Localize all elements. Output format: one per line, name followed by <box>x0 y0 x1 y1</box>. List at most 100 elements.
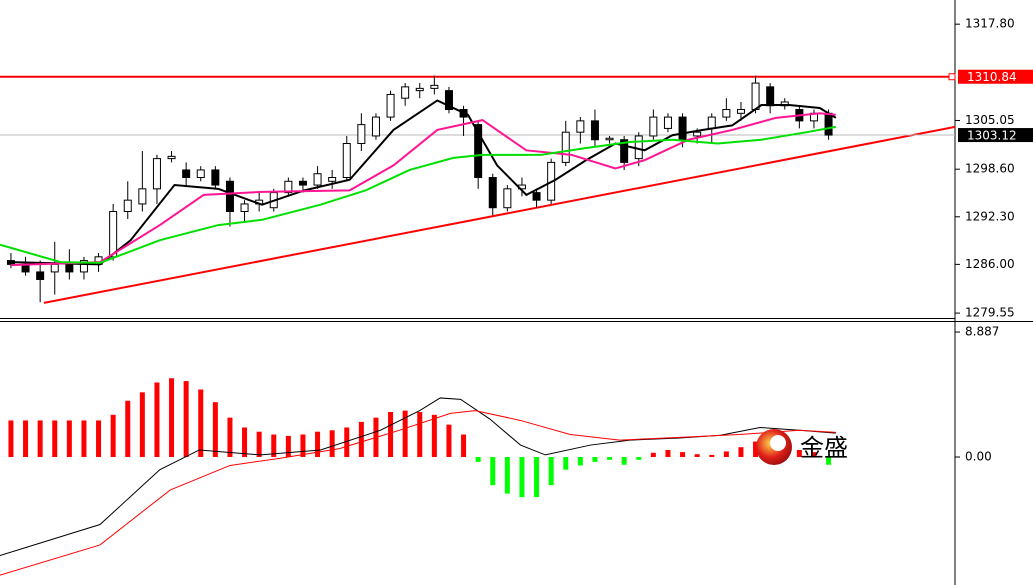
candle-body <box>386 93 395 118</box>
candle-body <box>503 188 512 209</box>
macd-bar <box>431 414 437 458</box>
macd-bar <box>621 457 627 465</box>
macd-bar <box>96 420 102 458</box>
macd-bar <box>256 431 262 458</box>
candle-body <box>152 158 161 190</box>
macd-bar <box>388 412 394 458</box>
candle-body <box>576 120 585 133</box>
y-tick-label: 1286.00 <box>965 257 1015 271</box>
candle-body <box>722 109 731 118</box>
candle-body <box>240 203 249 212</box>
macd-bar <box>519 457 525 498</box>
macd-bar <box>592 457 598 462</box>
candle-body <box>605 137 614 141</box>
candle-body <box>211 169 220 186</box>
macd-bar <box>271 434 277 458</box>
macd-bar <box>329 430 335 458</box>
macd-bar <box>534 457 540 498</box>
macd-bar <box>753 441 759 458</box>
resistance-label-box <box>958 69 1033 84</box>
macd-bar <box>723 451 729 458</box>
macd-bar <box>650 452 656 458</box>
candle-body <box>766 86 775 107</box>
candle-body <box>182 169 191 179</box>
candle-body <box>36 271 45 280</box>
candle-body <box>488 177 497 209</box>
macd-bar <box>315 431 321 458</box>
candle-body <box>357 124 366 145</box>
macd-bar <box>183 381 189 458</box>
logo-icon <box>770 435 786 451</box>
macd-bar <box>446 424 452 458</box>
macd-bar <box>8 420 14 458</box>
candle-body <box>736 109 745 114</box>
y-tick-label: 1279.55 <box>965 306 1015 320</box>
macd-bar <box>680 452 686 458</box>
macd-bar <box>461 434 467 458</box>
candle-body <box>109 210 118 258</box>
macd-bar <box>52 420 58 458</box>
macd-bar <box>811 452 817 458</box>
macd-bar <box>300 434 306 458</box>
indicator-line <box>0 125 837 264</box>
y-tick-label: 1305.05 <box>965 113 1015 127</box>
candle-body <box>284 180 293 194</box>
candle-body <box>649 116 658 137</box>
candle-body <box>123 199 132 212</box>
macd-bar <box>709 454 715 458</box>
candle-body <box>824 112 833 136</box>
indicator-line <box>10 112 836 267</box>
macd-bar <box>344 427 350 458</box>
macd-bar <box>490 457 496 486</box>
macd-bar <box>66 420 72 458</box>
macd-bar <box>23 420 29 458</box>
macd-bar <box>738 447 744 458</box>
macd-bar <box>577 457 583 466</box>
macd-bar <box>169 378 175 458</box>
resistance-marker <box>948 73 956 81</box>
candle-body <box>401 86 410 99</box>
candle-body <box>225 180 234 212</box>
candle-body <box>50 263 59 273</box>
candle-body <box>707 116 716 129</box>
candle-body <box>415 87 424 92</box>
indicator-line <box>0 410 836 576</box>
candle-body <box>590 120 599 141</box>
candle-body <box>196 169 205 179</box>
candle-body <box>474 124 483 179</box>
candle-body <box>313 173 322 186</box>
candle-body <box>430 84 439 89</box>
macd-bar <box>139 392 145 458</box>
y-tick-label: 1317.80 <box>965 17 1015 31</box>
y-tick-label: 8.887 <box>965 325 999 339</box>
candle-body <box>620 139 629 163</box>
macd-bar <box>796 449 802 458</box>
last-price-label: 1303.12 <box>967 129 1017 143</box>
candle-body <box>678 116 687 141</box>
candle-body <box>751 82 760 111</box>
candle-body <box>342 143 351 179</box>
candle-body <box>328 177 337 182</box>
y-tick-label: 1292.30 <box>965 209 1015 223</box>
macd-bar <box>694 454 700 458</box>
macd-bar <box>154 382 160 458</box>
trend-line <box>43 125 956 304</box>
macd-bar <box>227 417 233 458</box>
candle-body <box>65 263 74 273</box>
candle-body <box>532 192 541 201</box>
logo-text: 金盛 <box>800 434 848 462</box>
y-tick-label: 1298.60 <box>965 162 1015 176</box>
macd-bar <box>665 449 671 458</box>
macd-bar <box>563 457 569 470</box>
candle-body <box>663 116 672 129</box>
candle-body <box>167 155 176 160</box>
macd-bar <box>212 402 218 458</box>
macd-bar <box>548 457 554 486</box>
macd-bar <box>636 457 642 460</box>
resistance-label: 1310.84 <box>967 70 1017 84</box>
macd-bar <box>37 420 43 458</box>
macd-bar <box>110 414 116 458</box>
